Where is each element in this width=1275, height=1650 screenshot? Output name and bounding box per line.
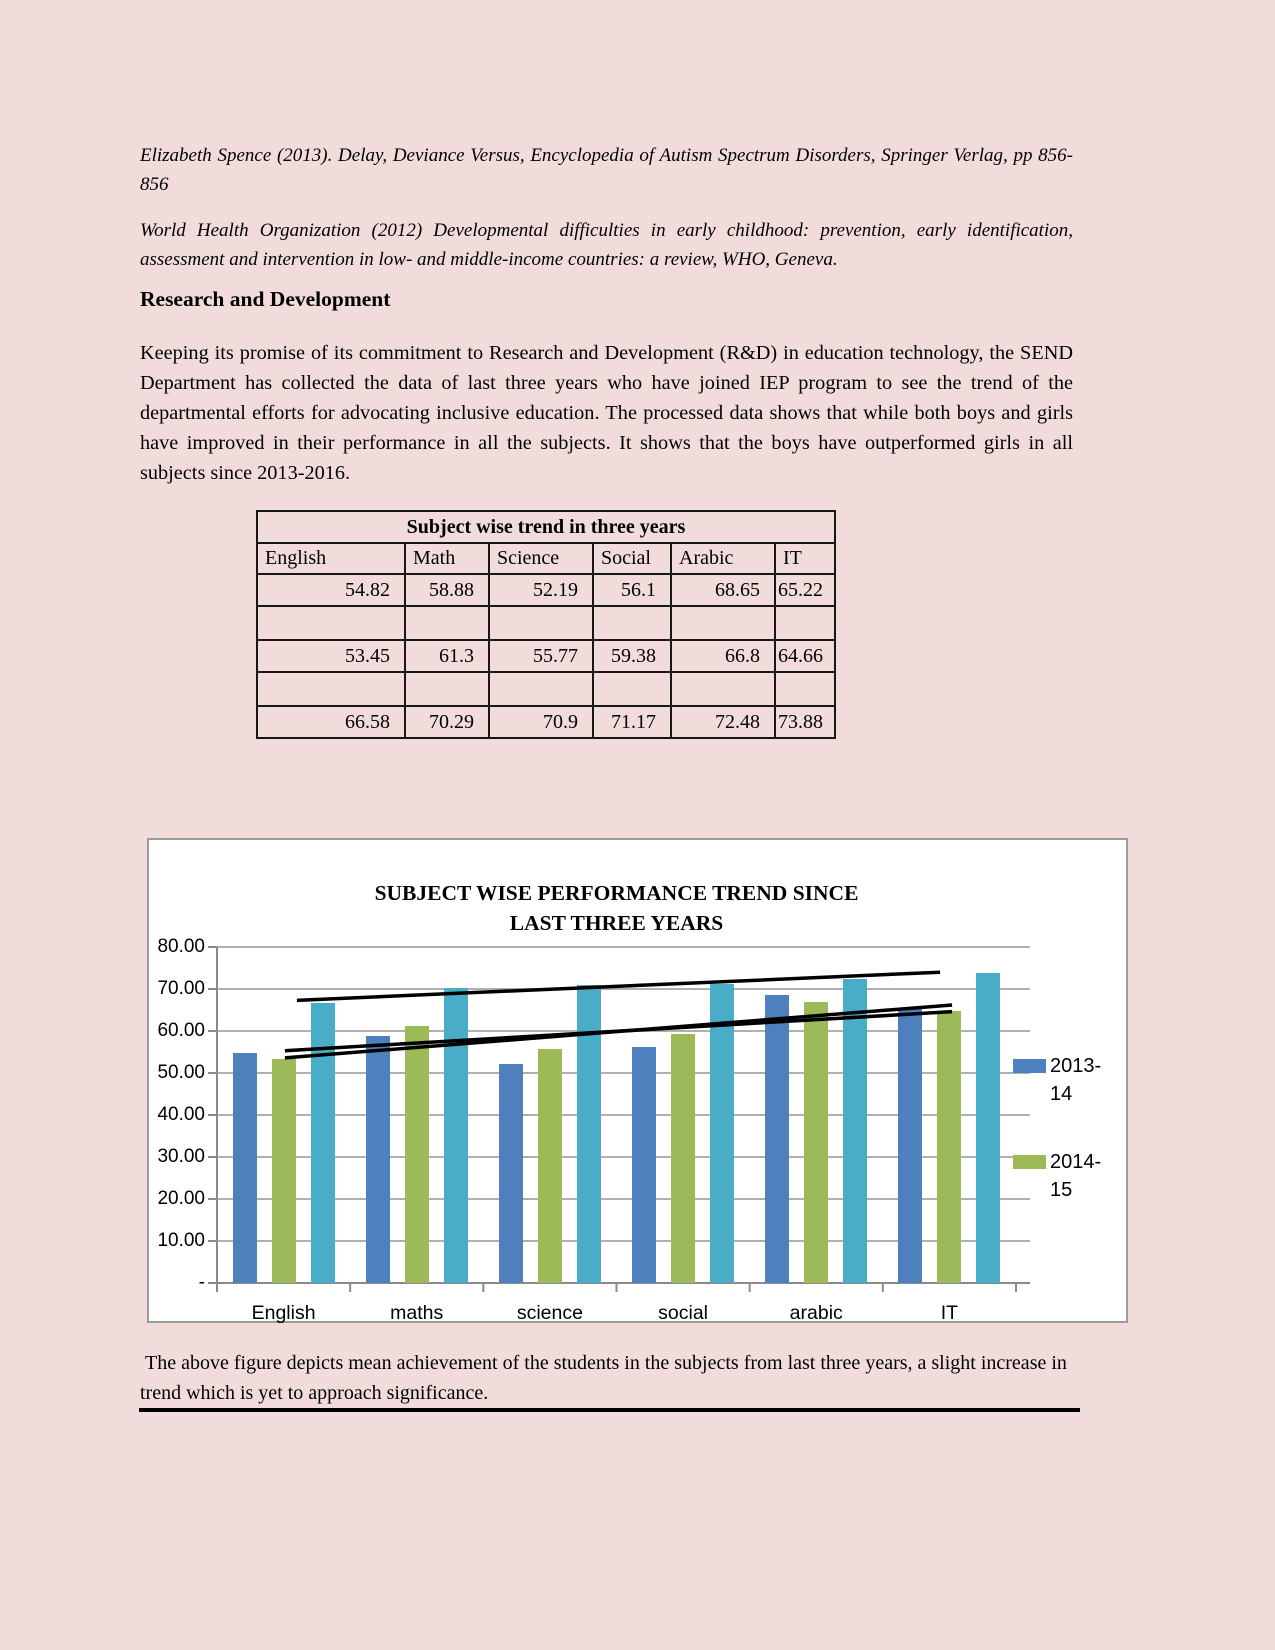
column-header: Math (404, 542, 490, 575)
value-cell: 66.8 (670, 639, 776, 673)
table-row: 66.58 70.29 70.9 71.17 72.48 73.88 (256, 705, 837, 739)
table-row: 54.82 58.88 52.19 56.1 68.65 65.22 (256, 573, 837, 607)
value-cell: 73.88 (773, 705, 837, 739)
value-cell: 58.88 (404, 573, 490, 607)
trend-2014-15 (284, 1003, 953, 1060)
value-cell: 70.29 (404, 705, 490, 739)
bar-2014-15-maths (404, 1025, 429, 1283)
chart-title-line: LAST THREE YEARS (509, 911, 724, 935)
citation-spence: Elizabeth Spence (2013). Delay, Deviance… (140, 145, 1073, 195)
column-header: Arabic (670, 542, 776, 575)
y-axis-label: 50.00 (157, 1062, 205, 1083)
empty-cell (773, 671, 837, 707)
legend-swatch (1013, 1155, 1046, 1169)
bar-2014-15-IT (937, 1011, 962, 1283)
legend-entry-2014-15: 2014-15 (1013, 1148, 1123, 1204)
table-row: 53.45 61.3 55.77 59.38 66.8 64.66 (256, 639, 837, 673)
empty-cell (670, 671, 776, 707)
y-axis-label: 20.00 (157, 1188, 205, 1209)
x-axis-label: maths (390, 1302, 444, 1324)
legend-label: 2014-15 (1050, 1151, 1102, 1201)
value-cell: 70.9 (488, 705, 594, 739)
bar-2014-15-social (671, 1033, 696, 1283)
table-title: Subject wise trend in three years (255, 510, 837, 544)
value-cell: 61.3 (404, 639, 490, 673)
value-cell: 59.38 (592, 639, 672, 673)
chart-title: SUBJECT WISE PERFORMANCE TREND SINCE LAST… (217, 878, 1016, 938)
y-axis-label: 80.00 (157, 936, 205, 957)
value-cell: 71.17 (592, 705, 672, 739)
subject-trend-table: Subject wise trend in three years English… (255, 510, 837, 739)
bar-2013-14-science (498, 1063, 523, 1283)
value-cell: 54.82 (256, 573, 406, 607)
table-header-row: English Math Science Social Arabic IT (256, 542, 837, 575)
table-title-row: Subject wise trend in three years (255, 510, 837, 544)
table-empty-row (256, 671, 837, 707)
empty-cell (404, 671, 490, 707)
performance-trend-chart: SUBJECT WISE PERFORMANCE TREND SINCE LAST… (147, 838, 1128, 1324)
y-axis-label: 30.00 (157, 1146, 205, 1167)
bar-2013-14-arabic (765, 994, 790, 1283)
y-axis-label: 40.00 (157, 1104, 205, 1125)
bottom-divider (139, 1408, 1080, 1412)
column-header: Social (592, 542, 672, 575)
empty-cell (256, 605, 406, 641)
value-cell: 72.48 (670, 705, 776, 739)
column-header: Science (488, 542, 594, 575)
empty-cell (404, 605, 490, 641)
value-cell: 53.45 (256, 639, 406, 673)
y-axis-label: 70.00 (157, 978, 205, 999)
empty-cell (256, 671, 406, 707)
value-cell: 52.19 (488, 573, 594, 607)
value-cell: 68.65 (670, 573, 776, 607)
y-axis-label: 60.00 (157, 1020, 205, 1041)
chart-trendlines (284, 970, 953, 1060)
chart-title-line: SUBJECT WISE PERFORMANCE TREND SINCE (374, 881, 859, 905)
bar-2014-15-English (271, 1058, 296, 1283)
x-axis-label: social (658, 1302, 708, 1324)
y-axis-label: 10.00 (157, 1230, 205, 1251)
legend-entry-2013-14: 2013-14 (1013, 1052, 1123, 1108)
column-header: English (256, 542, 406, 575)
value-cell: 56.1 (592, 573, 672, 607)
bar-2013-14-maths (365, 1035, 390, 1283)
bar-2013-14-English (232, 1052, 257, 1283)
value-cell: 64.66 (773, 639, 837, 673)
empty-cell (773, 605, 837, 641)
x-axis-label: IT (940, 1302, 959, 1324)
section-heading: Research and Development (140, 287, 391, 311)
bar-2015-16-IT (976, 972, 1001, 1283)
figure-caption: The above figure depicts mean achievemen… (140, 1352, 1072, 1404)
trend-2015-16 (296, 970, 941, 1003)
legend-label: 2013-14 (1050, 1055, 1102, 1105)
bar-2014-15-science (537, 1048, 562, 1283)
y-axis-label: - (198, 1272, 205, 1293)
bar-2013-14-IT (898, 1009, 923, 1283)
empty-cell (592, 671, 672, 707)
value-cell: 66.58 (256, 705, 406, 739)
x-axis-label: English (251, 1302, 316, 1324)
citation-who: World Health Organization (2012) Develop… (140, 220, 1073, 270)
empty-cell (488, 671, 594, 707)
bar-2015-16-arabic (843, 978, 868, 1283)
bar-2015-16-maths (443, 987, 468, 1283)
section-paragraph: Keeping its promise of its commitment to… (140, 342, 1073, 484)
x-axis-label: arabic (789, 1302, 843, 1324)
value-cell: 55.77 (488, 639, 594, 673)
empty-cell (488, 605, 594, 641)
x-axis-label: science (516, 1302, 583, 1324)
empty-cell (592, 605, 672, 641)
legend-swatch (1013, 1059, 1046, 1073)
empty-cell (670, 605, 776, 641)
bar-2013-14-social (632, 1047, 657, 1283)
table-empty-row (256, 605, 837, 641)
bar-2014-15-arabic (804, 1002, 829, 1283)
column-header: IT (773, 542, 837, 575)
value-cell: 65.22 (773, 573, 837, 607)
bar-2015-16-social (710, 984, 735, 1283)
